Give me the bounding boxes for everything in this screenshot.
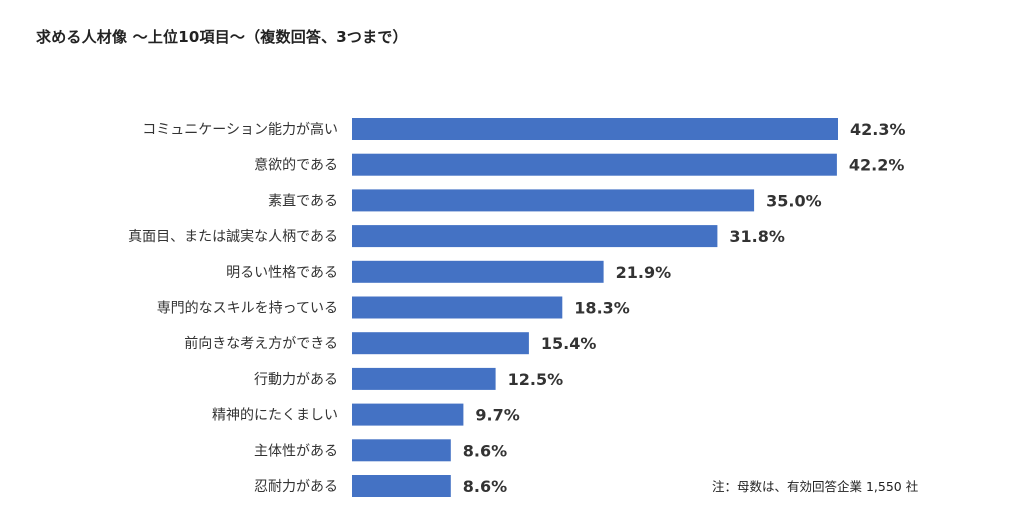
bar-5	[352, 296, 563, 319]
value-label-8: 9.7%	[475, 406, 519, 425]
bar-0	[352, 118, 838, 140]
bar-1	[352, 153, 837, 176]
bar-7	[352, 367, 496, 390]
bar-10	[352, 475, 451, 497]
bar-2	[352, 189, 755, 212]
category-label-2: 素直である	[268, 192, 338, 209]
chart-title: 求める人材像 〜上位10項目〜（複数回答、3つまで）	[36, 28, 408, 46]
category-label-3: 真面目、または誠実な人柄である	[128, 229, 338, 245]
value-label-4: 21.9%	[616, 263, 672, 282]
category-label-8: 精神的にたくましい	[212, 408, 338, 424]
category-label-1: 意欲的である	[254, 157, 338, 174]
category-label-7: 行動力がある	[254, 372, 338, 388]
bar-9	[352, 439, 451, 462]
category-label-0: コミュニケーション能力が高い	[142, 121, 338, 138]
bar-6	[352, 332, 529, 355]
category-label-6: 前向きな考え方ができる	[184, 335, 338, 352]
value-label-6: 15.4%	[541, 334, 597, 353]
bar-8	[352, 403, 464, 426]
bar-4	[352, 260, 604, 283]
value-label-0: 42.3%	[850, 120, 906, 139]
footnote: 注：母数は、有効回答企業 1,550 社	[712, 479, 919, 494]
value-label-7: 12.5%	[508, 370, 564, 389]
value-label-9: 8.6%	[463, 441, 507, 460]
value-label-2: 35.0%	[766, 191, 822, 210]
category-label-5: 専門的なスキルを持っている	[157, 301, 338, 317]
value-label-1: 42.2%	[849, 156, 905, 175]
category-label-10: 忍耐力がある	[254, 479, 338, 495]
value-label-5: 18.3%	[574, 299, 630, 318]
category-label-9: 主体性がある	[254, 443, 338, 459]
category-label-4: 明るい性格である	[226, 265, 338, 281]
bar-3	[352, 225, 718, 248]
value-label-3: 31.8%	[729, 227, 785, 246]
value-label-10: 8.6%	[463, 477, 507, 496]
